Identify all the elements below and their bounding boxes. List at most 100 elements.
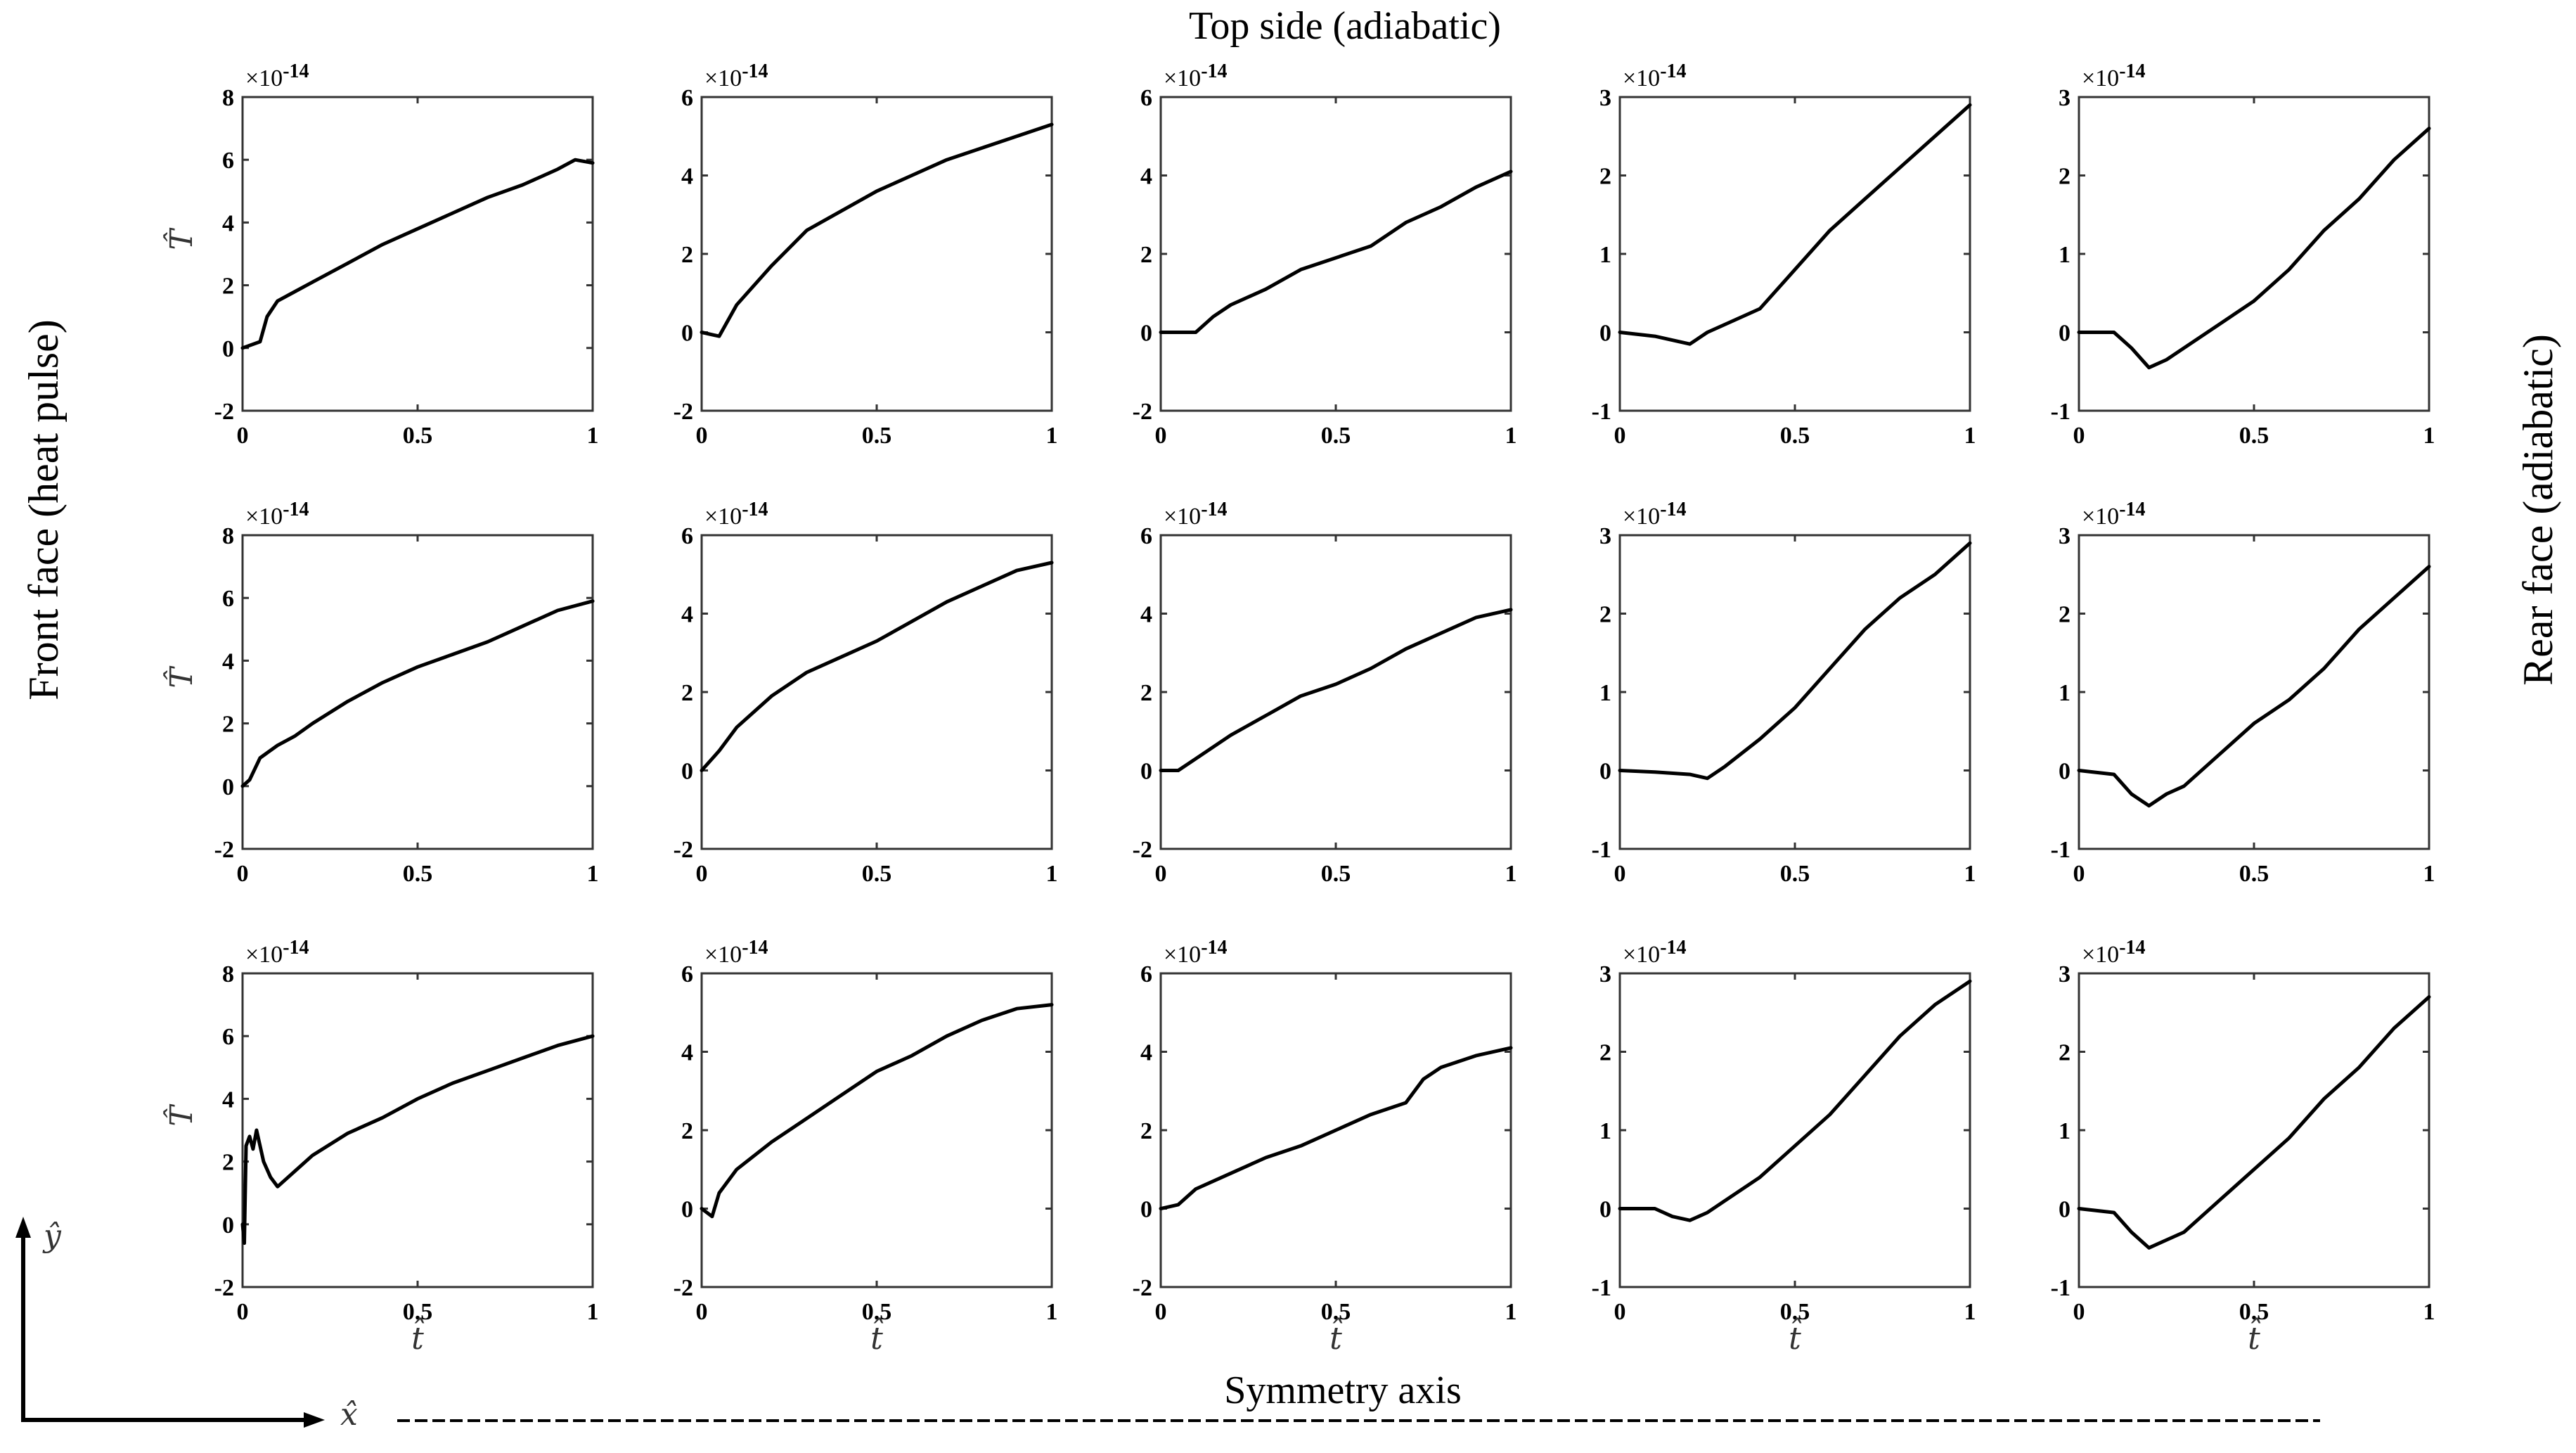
panel-r1-c2-exponent-power: -14	[1201, 499, 1227, 520]
panel-r0-c3-xtick-label: 1	[1964, 423, 1976, 449]
panel-r0-c1-series-line	[700, 122, 1054, 338]
panel-r2-c3-ytick-label: 1	[1599, 1118, 1611, 1144]
panel-r2-c4-ytick-label: -1	[2051, 1275, 2071, 1301]
panel-r2-c0-xlabel: t̂	[411, 1316, 424, 1357]
panel-r0-c0-ytick-label: 6	[222, 148, 234, 174]
symmetry-axis-label: Symmetry axis	[1224, 1369, 1462, 1412]
panel-r0-c4-ytick-label: 1	[2059, 242, 2071, 268]
panel-r2-c0-ytick-label: 8	[222, 961, 234, 987]
panel-r0-c0-ytick-label: 2	[222, 274, 234, 300]
panel-r0-c2-xtick-label: 1	[1505, 423, 1517, 449]
panel-r2-c1-xlabel: t̂	[870, 1316, 883, 1357]
panel-r1-c4-frame	[2078, 534, 2430, 850]
panel-r1-c2-exponent-label: ×10-14	[1164, 499, 1228, 530]
x-arrow-head	[304, 1412, 325, 1428]
panel-r1-c4-ytick-label: 2	[2059, 602, 2071, 628]
panel-r0-c3-ytick-label: 1	[1599, 242, 1611, 268]
panel-r1-c0-xtick-label: 1	[587, 861, 599, 887]
panel-r2-c4-ytick-label: 3	[2059, 961, 2071, 987]
panel-r2-c3-xtick-label: 0	[1614, 1299, 1626, 1325]
panel-r2-c2-ytick-label: 4	[1140, 1040, 1152, 1066]
panel-r2-c2-xlabel: t̂	[1329, 1316, 1342, 1357]
panel-r1-c2-frame	[1159, 534, 1512, 850]
panel-r1-c1-ytick-label: 0	[681, 759, 693, 785]
panel-r0-c1-xtick-label: 0	[696, 423, 708, 449]
panel-r1-c1-ytick-label: 2	[681, 680, 693, 706]
panel-r1-c2-xtick-label: 0	[1155, 861, 1167, 887]
panel-r1-c3-frame	[1618, 534, 1971, 850]
panel-r2-c0-ytick-label: 6	[222, 1024, 234, 1050]
panel-r2-c0-ytick-label: 0	[222, 1212, 234, 1238]
panel-r2-c4-exponent-label: ×10-14	[2082, 937, 2146, 968]
panel-r0-c1-ytick-label: 0	[681, 321, 693, 347]
panel-r0-c0-xtick-label: 0.5	[403, 423, 433, 449]
panel-r0-c0-exponent-label: ×10-14	[245, 60, 309, 91]
panel-r0-c2-exponent-power: -14	[1201, 60, 1227, 82]
panel-r2-c2-ytick-label: 2	[1140, 1118, 1152, 1144]
panel-r2-c0-frame	[241, 972, 594, 1288]
panel-r2-c1-ytick-label: 6	[681, 961, 693, 987]
x-arrow-label: x̂	[340, 1397, 358, 1433]
panel-r2-c0-ylabel: T̂	[162, 1103, 200, 1127]
panel-r1-c0-ytick-label: 4	[222, 648, 234, 674]
panel-r2-c2-ytick-label: 6	[1140, 961, 1152, 987]
panel-r0-c2-ytick-label: -2	[1133, 399, 1152, 425]
panel-r0-c1-ytick-label: 2	[681, 242, 693, 268]
top-side-label: Top side (adiabatic)	[1189, 4, 1501, 48]
panel-r2-c2-xtick-label: 0	[1155, 1299, 1167, 1325]
panel-r1-c0-series-line	[240, 599, 595, 788]
panel-r0-c0-ytick-label: -2	[214, 399, 234, 425]
panel-r0-c4-xtick-label: 1	[2423, 423, 2435, 449]
panel-r0-c2-series-line	[1159, 169, 1513, 334]
panel-r0-c3-xtick-label: 0	[1614, 423, 1626, 449]
panel-r2-c2-xtick-label: 1	[1505, 1299, 1517, 1325]
panel-r2-c0-exponent-label: ×10-14	[245, 937, 309, 968]
panel-r2-c0-xtick-label: 1	[587, 1299, 599, 1325]
panel-r0-c3-ytick-label: 3	[1599, 85, 1611, 111]
panel-r2-c3-ytick-label: 3	[1599, 961, 1611, 987]
panel-r1-c3-ytick-label: -1	[1592, 837, 1611, 863]
panel-r2-c1-ytick-label: 2	[681, 1118, 693, 1144]
panel-r1-c0-ylabel: T̂	[162, 665, 200, 689]
panel-r1-c3-ytick-label: 2	[1599, 602, 1611, 628]
panel-r1-c1-series-line	[700, 561, 1054, 772]
panel-r0-c1-exponent-power: -14	[742, 60, 768, 82]
panel-r2-c2-ytick-label: 0	[1140, 1197, 1152, 1223]
panel-r0-c4-xtick-label: 0	[2073, 423, 2085, 449]
panel-r0-c2-exponent-label: ×10-14	[1164, 60, 1228, 91]
panel-r2-c4-xtick-label: 1	[2423, 1299, 2435, 1325]
front-face-label: Front face (heat pulse)	[20, 319, 67, 700]
panel-r1-c4-ytick-label: 1	[2059, 680, 2071, 706]
panel-r0-c0-xtick-label: 1	[587, 423, 599, 449]
panel-r1-c2-ytick-label: 4	[1140, 602, 1152, 628]
panel-r1-c0-ytick-label: 8	[222, 523, 234, 549]
panel-r0-c0-ytick-label: 8	[222, 85, 234, 111]
panel-r1-c4-series-line	[2077, 565, 2431, 808]
panel-r2-c1-xtick-label: 0	[696, 1299, 708, 1325]
panel-r0-c4-ytick-label: -1	[2051, 399, 2071, 425]
panel-r1-c1-ytick-label: -2	[674, 837, 693, 863]
panel-r0-c2-ytick-label: 6	[1140, 85, 1152, 111]
panel-r2-c1-frame	[700, 972, 1053, 1288]
panel-r2-c3-ytick-label: -1	[1592, 1275, 1611, 1301]
panel-r0-c3-frame	[1618, 96, 1971, 412]
panel-r2-c2-exponent-label: ×10-14	[1164, 937, 1228, 968]
rear-face-label: Rear face (adiabatic)	[2515, 334, 2561, 686]
panel-r0-c1-ytick-label: 6	[681, 85, 693, 111]
panel-r1-c2-ytick-label: 6	[1140, 523, 1152, 549]
panel-r2-c1-xtick-label: 1	[1046, 1299, 1058, 1325]
panel-r2-c2-series-line	[1159, 1046, 1513, 1210]
panel-r2-c1-ytick-label: 4	[681, 1040, 693, 1066]
panel-r2-c2-exponent-power: -14	[1201, 937, 1227, 959]
panel-r0-c2-xtick-label: 0.5	[1321, 423, 1351, 449]
panel-r0-c0-ytick-label: 4	[222, 210, 234, 236]
panel-r0-c0-exponent-power: -14	[283, 60, 309, 82]
panel-r1-c2-ytick-label: 2	[1140, 680, 1152, 706]
panel-r2-c4-xtick-label: 0.5	[2239, 1299, 2269, 1325]
